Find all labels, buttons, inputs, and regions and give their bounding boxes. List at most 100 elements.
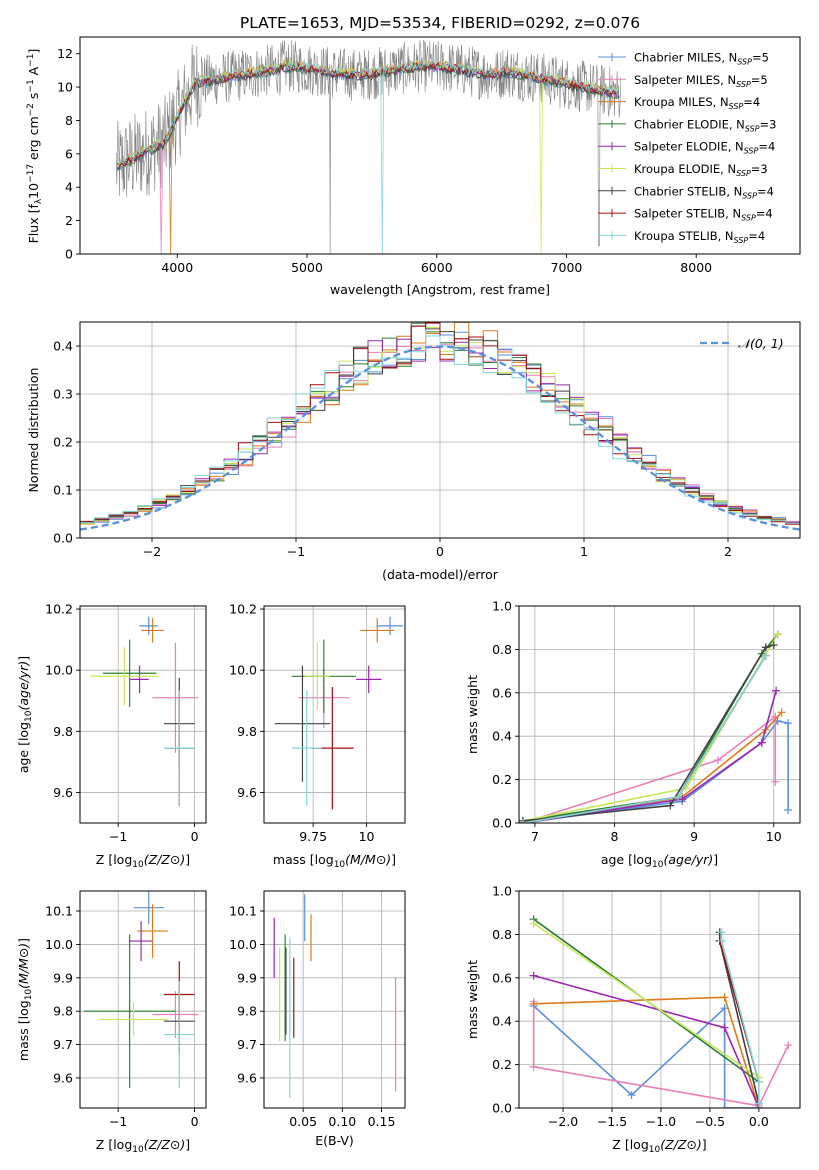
y-tick-label: 12	[57, 46, 73, 61]
x-tick-label: 7	[531, 829, 539, 844]
model-spectrum-9	[117, 59, 620, 254]
y-tick-label: 8	[65, 113, 73, 128]
legend-entry: Chabrier ELODIE, NSSP=3	[634, 117, 776, 133]
axes-frame	[79, 36, 801, 255]
x-tick-label: −0.5	[695, 1114, 725, 1129]
mass-weight-marker	[720, 1104, 729, 1108]
mass-weight-marker	[666, 801, 675, 810]
y-tick-label: 9.9	[237, 970, 257, 985]
mass-weight-marker	[761, 643, 770, 652]
y-tick-label: 1.0	[492, 884, 512, 899]
panel-7: 0.05 0.10 0.15 9.6 9.7 9.8 9.9 10.0 10.1 E(B-V)	[229, 890, 406, 1148]
y-tick-label: 2	[65, 213, 73, 228]
y-tick-label: 0	[65, 247, 73, 262]
plot-area	[519, 630, 793, 823]
y-tick-label: 9.8	[237, 724, 257, 739]
x-axis-label: age [log10(age/yr)]	[601, 852, 718, 870]
y-tick-label: 9.9	[53, 970, 73, 985]
panel-3: −1 0 9.6 9.8 10.0 10.2 Z [log10(Z/Z⊙)] age [log…	[16, 602, 207, 870]
mass-weight-marker	[754, 1099, 763, 1108]
y-tick-label: 0.2	[492, 772, 512, 787]
mass-weight-marker	[529, 999, 538, 1008]
y-tick-label: 9.6	[53, 1070, 73, 1085]
x-tick-label: 10	[766, 829, 782, 844]
model-spectrum-7	[117, 63, 620, 171]
panel-5: 7 8 9 10 0.0 0.2 0.4 0.6 0.8 1.0 age [log10(age/yr…	[465, 599, 801, 870]
mass-weight-marker	[771, 777, 780, 786]
x-tick-label: 0.10	[328, 1114, 356, 1129]
y-tick-label: 0.8	[492, 642, 512, 657]
plot-area	[83, 891, 199, 1088]
y-tick-label: 9.7	[53, 1037, 73, 1052]
x-tick-label: −1	[287, 544, 305, 559]
y-tick-label: 10.0	[45, 663, 73, 678]
x-tick-label: 8	[611, 829, 619, 844]
axes-frame	[263, 605, 406, 824]
x-tick-label: 0	[436, 544, 444, 559]
mass-weight-line-5	[522, 690, 777, 823]
y-tick-label: 0.4	[492, 1014, 512, 1029]
mass-weight-marker	[674, 792, 683, 801]
y-tick-label: 9.7	[237, 1037, 257, 1052]
mass-weight-marker	[714, 756, 723, 765]
mass-weight-line-6	[533, 922, 760, 1079]
y-tick-label: 0.2	[492, 1057, 512, 1072]
y-tick-label: 0.4	[492, 729, 512, 744]
mass-weight-line-7	[522, 644, 774, 822]
mass-weight-marker	[529, 971, 538, 980]
y-tick-label: 4	[65, 180, 73, 195]
y-tick-label: 9.8	[53, 724, 73, 739]
panel-4: 9.75 10 9.6 9.8 10.0 10.2 mass [log10(M/M⊙)]	[229, 602, 406, 870]
x-axis-label: Z [log10(Z/Z⊙)]	[612, 1137, 706, 1155]
x-tick-label: −1.0	[646, 1114, 676, 1129]
y-tick-label: 9.6	[237, 1070, 257, 1085]
y-tick-label: 9.8	[53, 1004, 73, 1019]
y-tick-label: 10.2	[45, 602, 73, 617]
mass-weight-marker	[784, 719, 793, 728]
y-axis-label: mass weight	[465, 675, 480, 754]
x-axis-label: E(B-V)	[315, 1133, 354, 1148]
y-tick-label: 0.8	[492, 927, 512, 942]
mass-weight-marker	[519, 819, 527, 823]
legend-entry: Kroupa STELIB, NSSP=4	[634, 229, 765, 245]
plot-area	[80, 322, 800, 531]
mass-weight-marker	[720, 993, 729, 1002]
plot-area	[529, 915, 793, 1108]
y-tick-label: 0.4	[53, 339, 73, 354]
mass-weight-line-9	[720, 932, 760, 1104]
mass-weight-line-1	[522, 720, 789, 823]
x-tick-label: 0	[191, 829, 199, 844]
plot-area	[89, 616, 199, 807]
y-axis-label: mass weight	[465, 960, 480, 1039]
y-axis-label: Normed distribution	[26, 368, 41, 493]
x-tick-label: 9.75	[299, 829, 327, 844]
mass-weight-marker	[717, 928, 726, 937]
y-tick-label: 1.0	[492, 599, 512, 614]
panel-1: 4000 5000 6000 7000 8000 0 2 4 6 8 10 12 wavelength …	[26, 36, 801, 297]
legend-entry: Kroupa ELODIE, NSSP=3	[634, 162, 768, 178]
axes-frame	[79, 890, 207, 1109]
x-tick-label: 5000	[291, 260, 323, 275]
x-tick-label: 8000	[680, 260, 712, 275]
x-axis-label: Z [log10(Z/Z⊙)]	[96, 852, 190, 870]
x-tick-label: −2	[143, 544, 161, 559]
panel-8: −2.0 −1.5 −1.0 −0.5 0.0 0.0 0.2 0.4 0.6 0.8 1.0 Z […	[465, 884, 801, 1155]
mass-weight-marker	[757, 738, 766, 747]
y-axis-label: age [log10(age/yr)]	[16, 656, 34, 773]
legend-entry: Salpeter STELIB, NSSP=4	[634, 207, 773, 223]
x-tick-label: 0.15	[368, 1114, 396, 1129]
histogram-9	[80, 335, 800, 524]
mass-weight-marker	[761, 651, 770, 660]
mass-weight-marker	[529, 1062, 538, 1071]
y-axis-label: mass [log10(M/M⊙)]	[16, 938, 34, 1061]
x-tick-label: 0.05	[289, 1114, 317, 1129]
axes-frame	[518, 890, 801, 1109]
y-tick-label: 0.1	[53, 483, 73, 498]
legend-entry: Chabrier STELIB, NSSP=4	[634, 184, 774, 200]
mass-weight-marker	[720, 1023, 729, 1032]
legend-entry: Kroupa MILES, NSSP=4	[634, 95, 760, 111]
legend-entry: 𝒩(0, 1)	[738, 336, 784, 351]
y-tick-label: 0.6	[492, 685, 512, 700]
y-tick-label: 10.0	[229, 663, 257, 678]
